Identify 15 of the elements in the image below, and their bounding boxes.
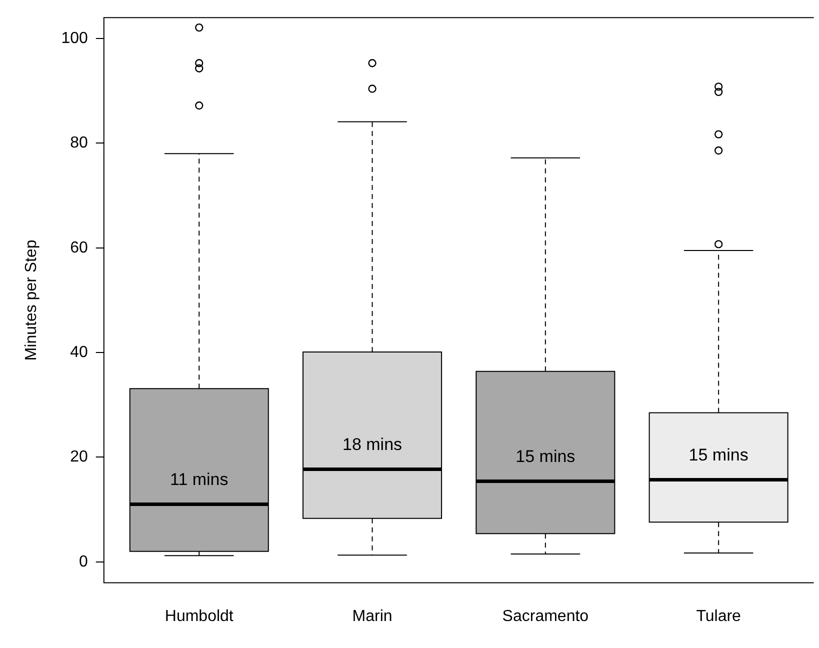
x-tick-label: Tulare: [696, 608, 742, 625]
x-tick-label: Humboldt: [164, 608, 234, 625]
annotation: 15 mins: [516, 446, 576, 466]
y-tick-label: 100: [61, 30, 88, 47]
y-tick-label: 0: [78, 553, 88, 570]
y-tick-label: 60: [70, 239, 88, 256]
annotation: 18 mins: [342, 434, 402, 454]
y-tick-label: 40: [70, 344, 88, 361]
x-tick-label: Marin: [352, 608, 392, 625]
y-tick-label: 20: [70, 448, 88, 466]
y-axis-title: Minutes per Step: [23, 240, 40, 361]
x-tick-label: Sacramento: [502, 608, 589, 625]
annotation: 15 mins: [688, 445, 748, 464]
annotation: 11 mins: [170, 470, 228, 489]
y-tick-label: 80: [70, 134, 88, 152]
